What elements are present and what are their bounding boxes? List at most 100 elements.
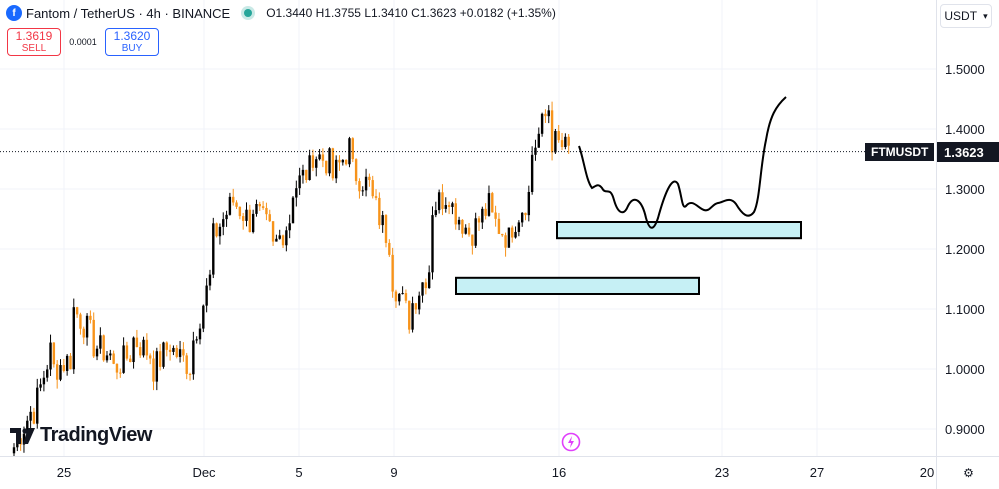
candle-body (208, 274, 212, 286)
y-tick: 1.2000 (945, 242, 985, 257)
candle-body (79, 314, 82, 329)
price-scale[interactable]: USDT ▾ 1.5000 1.4000 1.3000 1.2000 1.100… (936, 0, 999, 488)
candle-body (325, 160, 328, 174)
symbol-title[interactable]: Fantom / TetherUS · 4h · BINANCE (26, 5, 231, 21)
market-status-icon[interactable] (244, 9, 253, 17)
candle-body (12, 447, 16, 454)
candle-body (212, 223, 215, 275)
candle-body (36, 387, 39, 424)
fantom-logo-icon: f (6, 5, 22, 21)
candle-body (411, 303, 414, 330)
candle-body (547, 110, 550, 117)
tradingview-logo[interactable]: TradingView (10, 424, 152, 447)
candle-body (431, 215, 434, 273)
candle-body (421, 282, 424, 296)
candle-body (530, 154, 534, 192)
last-price-label: 1.3623 (937, 142, 999, 162)
candle-body (301, 169, 305, 176)
candle-body (364, 176, 368, 191)
candle-body (26, 420, 29, 434)
demand-zone (556, 221, 802, 240)
candle-body (69, 355, 72, 370)
candle-body (394, 291, 398, 302)
candle-body (202, 305, 205, 329)
y-tick: 1.0000 (945, 362, 985, 377)
candle-body (46, 369, 49, 378)
sell-button[interactable]: 1.3619 SELL (7, 28, 61, 56)
currency-selector[interactable]: USDT ▾ (940, 4, 992, 28)
candle-body (142, 339, 145, 356)
candle-body (168, 349, 172, 352)
candle-body (474, 218, 477, 246)
candle-body (125, 345, 129, 359)
candle-body (268, 214, 271, 222)
candle-body (550, 110, 554, 153)
candle-body (92, 319, 95, 357)
candle-body (437, 192, 441, 211)
candle-body (72, 307, 75, 370)
candle-body (520, 212, 524, 223)
trade-panel: 1.3619 SELL 0.0001 1.3620 BUY (7, 28, 159, 56)
candle-body (401, 293, 404, 295)
candle-body (434, 210, 438, 216)
lightning-icon[interactable] (561, 432, 581, 452)
candle-body (517, 222, 521, 232)
time-scale[interactable]: 25 Dec 5 9 16 23 27 20 (0, 456, 936, 489)
y-tick: 0.9000 (945, 422, 985, 437)
gear-icon: ⚙ (963, 466, 974, 480)
ohlc-open: O1.3440 (266, 6, 313, 20)
y-tick: 1.3000 (945, 182, 985, 197)
chart-plot-area[interactable] (0, 0, 936, 456)
candle-body (544, 113, 547, 117)
candle-body (65, 355, 69, 371)
symbol-price-label: FTMUSDT (865, 143, 935, 161)
candle-body (487, 193, 491, 216)
candle-body (291, 197, 295, 224)
candle-body (188, 373, 192, 375)
candle-body (384, 215, 388, 243)
candle-body (251, 213, 255, 233)
chart-settings-button[interactable]: ⚙ (936, 456, 999, 489)
buy-label: BUY (121, 43, 143, 55)
candle-body (235, 202, 238, 207)
candle-body (222, 219, 225, 227)
candle-body (334, 159, 338, 179)
candle-body (374, 196, 378, 198)
candle-body (278, 235, 281, 239)
y-tick: 1.1000 (945, 302, 985, 317)
candle-body (511, 227, 514, 238)
candle-body (467, 227, 471, 235)
candle-body (228, 196, 232, 215)
candle-body (507, 227, 511, 248)
candle-body (321, 154, 325, 161)
candle-body (139, 347, 142, 356)
candle-body (145, 339, 149, 356)
candle-body (258, 204, 261, 207)
candle-body (95, 348, 99, 357)
candle-body (534, 147, 537, 155)
candle-body (348, 138, 351, 165)
projected-price-path (578, 96, 787, 229)
candle-body (381, 215, 384, 226)
candle-body (351, 138, 354, 160)
candle-body (451, 203, 454, 207)
candle-body (557, 131, 560, 141)
candle-body (524, 212, 527, 216)
candle-body (129, 358, 132, 363)
candle-body (361, 190, 364, 192)
candle-body (115, 363, 119, 373)
candle-body (484, 208, 487, 216)
candle-body (331, 148, 335, 179)
candle-body (122, 345, 125, 373)
candle-body (447, 205, 451, 207)
candle-body (82, 328, 85, 338)
sell-label: SELL (21, 43, 47, 55)
candle-body (288, 223, 291, 231)
candle-body (564, 136, 567, 148)
candle-body (112, 353, 115, 364)
buy-button[interactable]: 1.3620 BUY (105, 28, 159, 56)
candle-body (52, 342, 56, 365)
candle-body (391, 254, 394, 292)
candle-body (514, 231, 517, 238)
candlestick-chart[interactable] (0, 0, 936, 456)
